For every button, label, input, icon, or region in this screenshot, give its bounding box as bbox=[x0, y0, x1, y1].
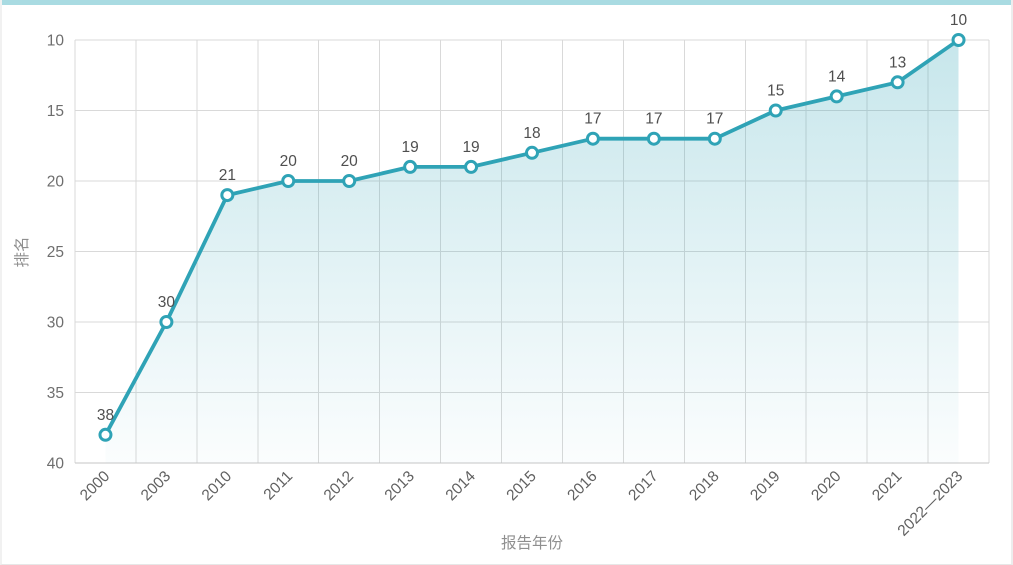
x-tick-label: 2012 bbox=[321, 468, 357, 504]
data-point-marker bbox=[403, 159, 418, 174]
x-tick-label: 2019 bbox=[747, 468, 783, 504]
data-point-labels: 38 30 21 20 20 19 19 18 17 17 17 15 14 13 10 bbox=[97, 12, 968, 424]
y-tick-label: 15 bbox=[47, 103, 64, 120]
data-point-markers bbox=[98, 33, 966, 442]
x-tick-label: 2003 bbox=[138, 468, 174, 504]
top-accent-bar bbox=[2, 0, 1011, 5]
data-point-label: 17 bbox=[645, 111, 662, 128]
x-tick-label: 2000 bbox=[77, 468, 114, 505]
data-point-label: 38 bbox=[97, 407, 114, 424]
data-point-marker bbox=[525, 145, 539, 160]
data-point-marker bbox=[220, 188, 235, 203]
x-tick-label: 2018 bbox=[686, 468, 722, 504]
area-fill-path bbox=[105, 40, 959, 463]
data-point-marker bbox=[585, 131, 600, 146]
x-tick-label: 2016 bbox=[564, 468, 600, 504]
data-point-marker bbox=[464, 159, 479, 174]
x-axis-title: 报告年份 bbox=[501, 534, 564, 552]
data-point-marker bbox=[829, 89, 844, 104]
series-area-fill bbox=[105, 40, 959, 463]
data-point-marker bbox=[281, 174, 296, 188]
data-point-label: 17 bbox=[584, 111, 601, 128]
y-tick-label: 25 bbox=[47, 244, 64, 261]
data-point-label: 13 bbox=[889, 54, 906, 71]
data-point-marker bbox=[951, 33, 966, 47]
y-axis-title: 排名 bbox=[13, 236, 31, 267]
data-point-label: 15 bbox=[767, 83, 784, 100]
x-tick-label: 2011 bbox=[261, 468, 297, 504]
data-point-label: 21 bbox=[219, 167, 236, 184]
data-point-label: 20 bbox=[280, 153, 298, 170]
x-axis-tick-labels: 2000 2003 2010 2011 2012 2013 2014 2015 2016 2017… bbox=[77, 468, 966, 540]
data-point-label: 20 bbox=[341, 153, 359, 170]
y-tick-label: 20 bbox=[47, 174, 65, 191]
data-point-label: 19 bbox=[402, 139, 419, 156]
y-tick-label: 40 bbox=[47, 456, 65, 473]
data-point-marker bbox=[98, 427, 113, 442]
y-axis-tick-labels: 10 15 20 25 30 35 40 bbox=[47, 33, 65, 473]
data-point-label: 18 bbox=[523, 125, 540, 142]
x-tick-label: 2010 bbox=[199, 468, 236, 505]
y-tick-label: 30 bbox=[47, 315, 65, 332]
data-point-marker bbox=[890, 75, 905, 90]
x-tick-label: 2013 bbox=[382, 468, 418, 504]
data-point-label: 17 bbox=[706, 111, 723, 128]
data-point-marker bbox=[707, 131, 722, 146]
data-point-label: 10 bbox=[950, 12, 968, 29]
data-point-marker bbox=[342, 174, 357, 188]
x-tick-label: 2022—2023 bbox=[895, 468, 967, 540]
x-tick-label: 2021 bbox=[869, 468, 905, 504]
data-point-marker bbox=[159, 315, 174, 329]
y-tick-label: 10 bbox=[47, 33, 65, 50]
data-point-marker bbox=[768, 103, 783, 118]
data-point-label: 30 bbox=[158, 294, 176, 311]
x-tick-label: 2014 bbox=[443, 468, 480, 505]
x-tick-label: 2020 bbox=[808, 468, 845, 505]
data-point-label: 14 bbox=[828, 68, 846, 85]
y-tick-label: 35 bbox=[47, 385, 64, 402]
x-tick-label: 2017 bbox=[625, 468, 661, 504]
x-tick-label: 2015 bbox=[503, 468, 539, 504]
data-point-label: 19 bbox=[462, 139, 479, 156]
data-point-marker bbox=[646, 131, 661, 146]
